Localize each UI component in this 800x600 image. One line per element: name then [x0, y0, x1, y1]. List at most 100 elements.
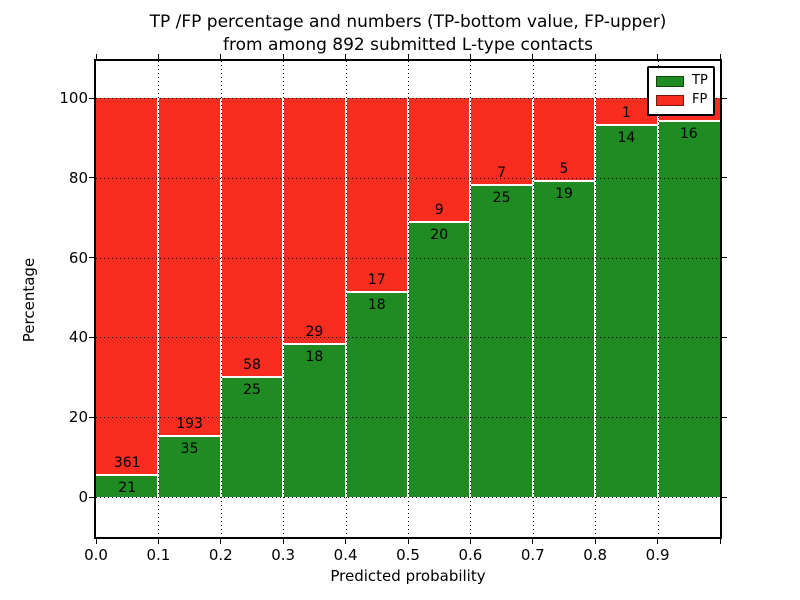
y-axis-tick-right: [722, 97, 727, 99]
x-axis-tick-top: [719, 54, 721, 59]
x-axis-tick: [157, 539, 159, 544]
bar-count-label-fp: 5: [559, 161, 569, 178]
vertical-gridline: [158, 61, 160, 537]
y-tick-label: 80: [68, 168, 88, 187]
horizontal-gridline: [96, 98, 720, 99]
bar-count-label-tp: 19: [555, 186, 573, 203]
vertical-gridline: [595, 61, 597, 537]
vertical-gridline: [345, 61, 347, 537]
legend-label-tp: TP: [692, 73, 708, 88]
bar-segment-tp: [532, 181, 596, 497]
bar-count-label-fp: 17: [367, 271, 386, 288]
bar-segment-fp: [158, 98, 221, 436]
legend-item-fp: FP: [656, 92, 708, 108]
horizontal-gridline: [96, 257, 720, 259]
bar-segment-fp: [345, 98, 408, 292]
bar-segment-tp: [657, 121, 720, 497]
bar-segment-tp: [283, 344, 346, 497]
fp-color-swatch: [656, 94, 684, 106]
x-axis-tick: [220, 539, 222, 544]
bar-segment-fp: [470, 98, 533, 186]
horizontal-gridline: [96, 337, 720, 339]
bar-count-label-fp: 9: [434, 201, 444, 218]
x-axis-label: Predicted probability: [330, 567, 486, 585]
y-axis-tick-right: [722, 257, 727, 259]
chart-title-line2: from among 892 submitted L-type contacts: [222, 35, 593, 55]
x-tick-label: 0.6: [458, 546, 483, 564]
y-axis-tick: [89, 416, 94, 418]
bar-count-label-tp: 14: [617, 129, 636, 146]
tp-color-swatch: [656, 75, 684, 87]
x-tick-label: 0.7: [520, 546, 545, 564]
x-axis-tick-top: [345, 54, 347, 59]
x-tick-label: 0.2: [208, 546, 233, 564]
horizontal-gridline: [96, 177, 720, 179]
legend-item-tp: TP: [656, 73, 708, 89]
bar-count-label-tp: 25: [243, 381, 261, 398]
bar-count-label-fp: 7: [497, 165, 507, 182]
vertical-gridline: [532, 61, 534, 537]
bar-segment-fp: [220, 98, 284, 377]
x-axis-tick-top: [469, 54, 471, 59]
vertical-gridline: [220, 61, 222, 537]
x-tick-label: 0.5: [396, 546, 420, 564]
bar-count-label-tp: 21: [118, 480, 137, 497]
bar-count-label-tp: 35: [180, 440, 199, 457]
y-axis-label: Percentage: [20, 257, 38, 343]
segment-boundary-line: [657, 120, 720, 123]
plot-area: 3612119335582529181718920725519114116: [96, 61, 720, 537]
y-axis-tick-right: [722, 416, 727, 418]
y-axis-tick: [89, 336, 94, 338]
x-axis-tick: [719, 539, 721, 544]
bar-segment-tp: [595, 124, 658, 497]
horizontal-gridline: [96, 497, 720, 498]
bar-count-label-fp: 1: [621, 104, 631, 121]
bar-segment-tp: [470, 185, 533, 497]
bar-segment-tp: [220, 376, 284, 497]
y-tick-label: 40: [68, 328, 88, 347]
bar-count-label-fp: 29: [305, 324, 324, 341]
vertical-gridline: [283, 61, 285, 537]
x-tick-label: 0.3: [271, 546, 296, 564]
vertical-gridline: [657, 61, 659, 537]
x-axis-tick-top: [594, 54, 596, 59]
segment-boundary-line: [532, 180, 596, 183]
x-axis-tick: [345, 539, 347, 544]
chart-title-line1: TP /FP percentage and numbers (TP-bottom…: [149, 12, 667, 32]
x-axis-tick-top: [95, 54, 97, 59]
y-tick-label: 100: [59, 89, 88, 107]
vertical-gridline: [408, 61, 409, 537]
x-axis-tick: [95, 539, 97, 544]
bar-segment-tp: [408, 221, 471, 497]
bar-segment-fp: [532, 98, 596, 182]
segment-boundary-line: [283, 343, 346, 346]
segment-boundary-line: [408, 220, 471, 223]
x-axis-tick: [657, 539, 659, 544]
y-axis-tick-right: [722, 177, 727, 179]
bar-count-label-tp: 25: [492, 190, 511, 207]
y-axis-tick: [89, 177, 94, 179]
bar-count-label-fp: 193: [176, 415, 203, 432]
legend-label-fp: FP: [692, 92, 708, 107]
bar-count-label-tp: 18: [367, 296, 386, 313]
x-axis-tick-top: [220, 54, 222, 59]
segment-boundary-line: [220, 375, 284, 378]
bar-count-label-tp: 20: [430, 226, 449, 243]
y-tick-label: 60: [68, 248, 88, 267]
segment-boundary-line: [158, 434, 221, 437]
y-tick-label: 20: [68, 408, 88, 427]
x-tick-label: 0.1: [146, 546, 171, 564]
bar-segment-tp: [158, 435, 221, 497]
y-axis-tick-right: [722, 496, 727, 498]
y-tick-label: 0: [78, 488, 88, 506]
x-axis-tick: [407, 539, 409, 544]
vertical-gridline: [470, 61, 472, 537]
y-axis-tick: [89, 257, 94, 259]
segment-boundary-line: [470, 184, 533, 187]
x-axis-tick-top: [282, 54, 284, 59]
x-axis-tick-top: [157, 54, 159, 59]
horizontal-gridline: [96, 417, 720, 419]
x-axis-tick: [594, 539, 596, 544]
x-axis-tick: [469, 539, 471, 544]
y-axis-tick-right: [722, 336, 727, 338]
